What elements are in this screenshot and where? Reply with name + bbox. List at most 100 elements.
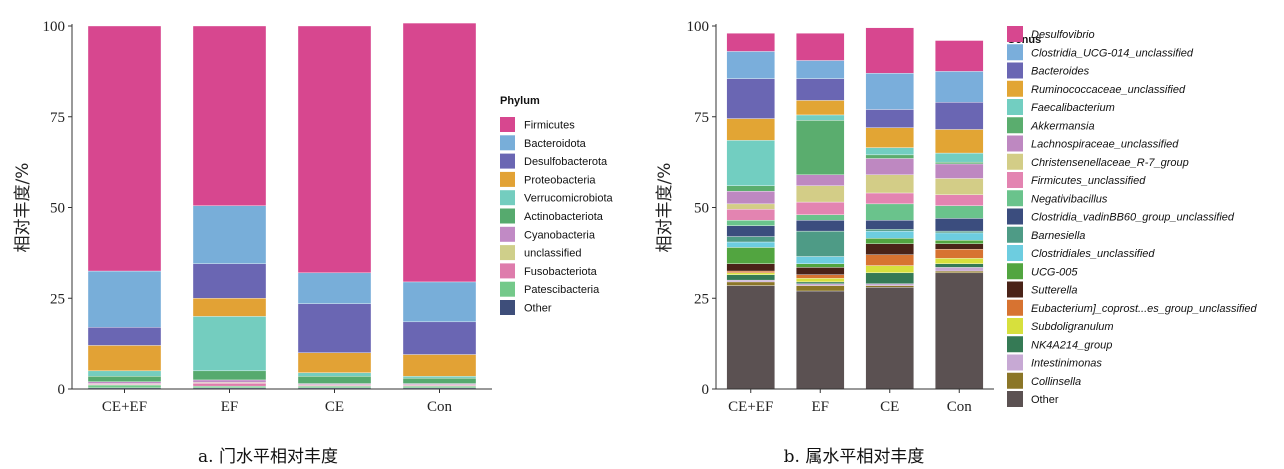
legend-swatch (500, 226, 515, 242)
bar-segment (935, 249, 984, 259)
bar-segment (726, 236, 775, 243)
bar-segment (402, 22, 477, 283)
bar-segment (796, 256, 845, 264)
bar-segment (865, 243, 914, 255)
bar-segment (726, 270, 775, 274)
bar-segment (865, 230, 914, 239)
legend-swatch (1007, 172, 1023, 188)
y-tick-label: 100 (43, 19, 66, 35)
bar-segment (297, 385, 372, 389)
bar-segment (192, 379, 267, 383)
bar-segment (935, 232, 984, 241)
bar-segment (935, 205, 984, 219)
bar-segment (796, 278, 845, 283)
legend-label: Clostridia_UCG-014_unclassified (1031, 47, 1194, 59)
bar-segment (87, 376, 162, 382)
y-axis-label: 相对丰度/% (13, 163, 33, 253)
bar-segment (796, 100, 845, 116)
legend-swatch (1007, 26, 1023, 42)
bar-segment (297, 376, 372, 384)
bar-segment (796, 78, 845, 101)
bar-segment (726, 190, 775, 205)
legend-swatch (1007, 190, 1023, 207)
bar-segment (935, 163, 984, 179)
legend-swatch (1007, 80, 1023, 97)
chart-a: CE+EF EF CE Con 0 25 50 75 100 相对丰度/% Phylum Firmic… (13, 19, 614, 467)
legend-swatch (1007, 153, 1023, 170)
legend-label: Cyanobacteria (524, 229, 596, 241)
bar-segment (935, 239, 984, 244)
bar-segment (726, 140, 775, 186)
bar-segment (865, 265, 914, 274)
legend-label: Other (524, 303, 552, 315)
bar-segment (935, 178, 984, 195)
bar-segment (726, 272, 775, 275)
bar-segment (935, 194, 984, 206)
legend-label: Collinsella (1031, 376, 1081, 388)
bar-segment (865, 238, 914, 244)
x-tick-label: EF (811, 399, 829, 415)
legend-swatch (1007, 391, 1023, 407)
y-axis-label: 相对丰度/% (655, 163, 675, 253)
legend-label: NK4A214_group (1031, 339, 1112, 351)
y-tick-label: 0 (58, 382, 66, 398)
legend: GenusDesulfovibrioClostridia_UCG-014_unc… (1007, 26, 1258, 407)
legend-label: Firmicutes_unclassified (1031, 175, 1146, 187)
bar-segment (935, 272, 984, 390)
legend-swatch (500, 281, 515, 297)
bar-segment (726, 209, 775, 221)
bar-segment (726, 33, 775, 52)
figure-caption: a. 门水平相对丰度 (198, 447, 338, 467)
legend-label: Clostridia_vadinBB60_group_unclassified (1031, 212, 1235, 224)
bar-segment (865, 283, 914, 286)
x-tick-label: CE (880, 399, 899, 415)
legend-swatch (1007, 117, 1023, 134)
legend-label: Verrucomicrobiota (524, 193, 614, 205)
legend-label: Ruminococcaceae_unclassified (1031, 84, 1186, 96)
legend-label: Clostridiales_unclassified (1031, 248, 1155, 260)
x-tick-label: Con (427, 399, 453, 415)
bar-segment (796, 283, 845, 286)
legend-title: Phylum (500, 95, 540, 107)
legend-swatch (1007, 318, 1023, 334)
bar-segment (297, 352, 372, 373)
bar-segment (796, 263, 845, 268)
bar-segment (726, 118, 775, 141)
bar-segment (726, 51, 775, 79)
bar-segment (87, 384, 162, 389)
y-tick-label: 25 (694, 291, 709, 307)
bar-segment (796, 290, 845, 390)
legend-label: Akkermansia (1030, 120, 1095, 132)
bar-segment (726, 203, 775, 210)
y-tick-label: 100 (687, 19, 710, 35)
bar-segment (935, 152, 984, 163)
bar-segment (192, 383, 267, 387)
legend-swatch (1007, 245, 1023, 261)
bar-segment (402, 281, 477, 323)
legend-swatch (1007, 372, 1023, 389)
y-tick-label: 75 (694, 110, 709, 126)
legend-label: unclassified (524, 248, 581, 260)
bar-segment (726, 285, 775, 390)
bar-segment (935, 230, 984, 234)
bar-segment (796, 174, 845, 186)
bar-segment (865, 203, 914, 221)
bar-segment (865, 285, 914, 288)
legend-swatch (1007, 354, 1023, 371)
bar-segment (87, 327, 162, 346)
legend-swatch (1007, 62, 1023, 79)
legend-label: Negativibacillus (1031, 193, 1108, 205)
legend-label: Intestinimonas (1031, 358, 1102, 370)
bar-segment (87, 370, 162, 377)
bar-segment (796, 214, 845, 221)
bar-segment (865, 73, 914, 110)
legend-label: Proteobacteria (524, 174, 596, 186)
bar-segment (865, 220, 914, 230)
bar-segment (297, 272, 372, 304)
bar-segment (796, 267, 845, 275)
bar-segment (796, 201, 845, 215)
bar-segment (796, 274, 845, 279)
bar-segment (865, 27, 914, 74)
bar-segment (865, 158, 914, 176)
